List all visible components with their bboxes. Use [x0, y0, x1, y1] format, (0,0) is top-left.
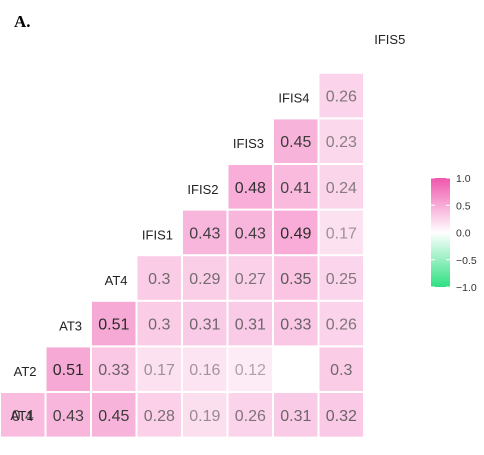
cell-value-label: 0.3 — [330, 362, 352, 379]
variable-label: IFIS5 — [374, 32, 405, 47]
cell-value-label: 0.17 — [326, 225, 357, 242]
cell-value-label: 0.45 — [98, 408, 129, 425]
variable-label: AT4 — [105, 273, 128, 288]
cell-value-label: 0.43 — [189, 225, 220, 242]
heatmap-cell — [228, 301, 272, 346]
heatmap-cell — [319, 393, 363, 437]
cell-value-label: 0.43 — [235, 225, 266, 242]
heatmap-cell — [46, 393, 90, 437]
cell-value-label: 0.31 — [189, 317, 220, 334]
heatmap-cell — [319, 210, 363, 255]
cell-value-label: 0.16 — [189, 362, 220, 379]
cell-value-label: 0.31 — [235, 317, 266, 334]
cell-value-label: 0.43 — [53, 408, 84, 425]
heatmap-cell — [46, 347, 90, 391]
colorbar-tick-label: 0.5 — [456, 200, 471, 212]
cell-value-label: 0.35 — [280, 271, 311, 288]
cell-value-label: 0.29 — [189, 271, 220, 288]
cell-value-label: 0.23 — [326, 134, 357, 151]
variable-label: IFIS4 — [278, 91, 309, 106]
cell-value-label: 0.48 — [235, 180, 266, 197]
colorbar-tick-label: 0.0 — [456, 228, 471, 240]
cell-value-label: 0.17 — [144, 362, 175, 379]
cell-value-label: 0.4 — [12, 408, 34, 425]
heatmap-cell — [228, 347, 272, 391]
heatmap-cell — [274, 256, 318, 300]
heatmap-cell — [228, 256, 272, 300]
colorbar-tick-label: −0.5 — [456, 255, 477, 267]
cell-value-label: 0.31 — [280, 408, 311, 425]
cell-value-label: 0.33 — [98, 362, 129, 379]
cell-value-label: 0.3 — [148, 271, 170, 288]
panel-label: A. — [14, 12, 31, 31]
variable-label: AT1 — [11, 408, 34, 423]
heatmap-cell — [137, 393, 181, 437]
cell-value-label: 0.19 — [189, 408, 220, 425]
cell-value-label: 0.51 — [98, 317, 129, 334]
heatmap-cell — [319, 73, 363, 118]
heatmap-cell — [183, 347, 227, 391]
heatmap-cell — [92, 301, 136, 346]
cell-value-label: 0.26 — [235, 408, 266, 425]
heatmap-cell — [274, 301, 318, 346]
cell-value-label: 0.27 — [235, 271, 266, 288]
cell-value-label: 0.45 — [280, 134, 311, 151]
heatmap-cell — [183, 256, 227, 300]
cell-value-label: 0.24 — [326, 180, 357, 197]
cell-value-label: 0.26 — [326, 89, 357, 106]
cell-value-label: 0.41 — [280, 180, 311, 197]
heatmap-cell — [319, 165, 363, 209]
variable-label: AT2 — [14, 364, 37, 379]
variable-label: IFIS3 — [233, 136, 264, 151]
heatmap-cell — [319, 119, 363, 163]
heatmap-cell — [183, 210, 227, 255]
heatmap-cell — [228, 393, 272, 437]
variable-label: IFIS2 — [187, 182, 218, 197]
cell-value-label: 0.26 — [326, 317, 357, 334]
variable-label: AT3 — [59, 319, 82, 334]
cell-value-label: 0.49 — [280, 225, 311, 242]
heatmap-cell — [137, 347, 181, 391]
cell-value-label: 0.3 — [148, 317, 170, 334]
heatmap-cell — [183, 393, 227, 437]
colorbar — [431, 178, 450, 287]
cell-value-label: 0.32 — [326, 408, 357, 425]
cell-value-label: 0.12 — [235, 362, 266, 379]
heatmap-cell — [274, 119, 318, 163]
heatmap-cell — [1, 393, 45, 437]
colorbar-tick-label: 1.0 — [456, 173, 471, 185]
heatmap-cell — [319, 301, 363, 346]
variable-label: IFIS1 — [142, 227, 173, 242]
heatmap-cell — [137, 301, 181, 346]
cell-value-label: 0.51 — [53, 362, 84, 379]
heatmap-cell — [319, 347, 363, 391]
cell-value-label: 0.28 — [144, 408, 175, 425]
colorbar-tick-label: −1.0 — [456, 282, 477, 294]
heatmap-cell — [319, 256, 363, 300]
heatmap-cell — [274, 165, 318, 209]
heatmap-cell — [183, 301, 227, 346]
heatmap-cell — [274, 210, 318, 255]
heatmap-cell — [228, 165, 272, 209]
cell-value-label: 0.33 — [280, 317, 311, 334]
heatmap-cell — [274, 393, 318, 437]
heatmap-cell — [92, 393, 136, 437]
heatmap-cell — [92, 347, 136, 391]
heatmap-cell — [228, 210, 272, 255]
cell-value-label: 0.25 — [326, 271, 357, 288]
heatmap-cell — [137, 256, 181, 300]
